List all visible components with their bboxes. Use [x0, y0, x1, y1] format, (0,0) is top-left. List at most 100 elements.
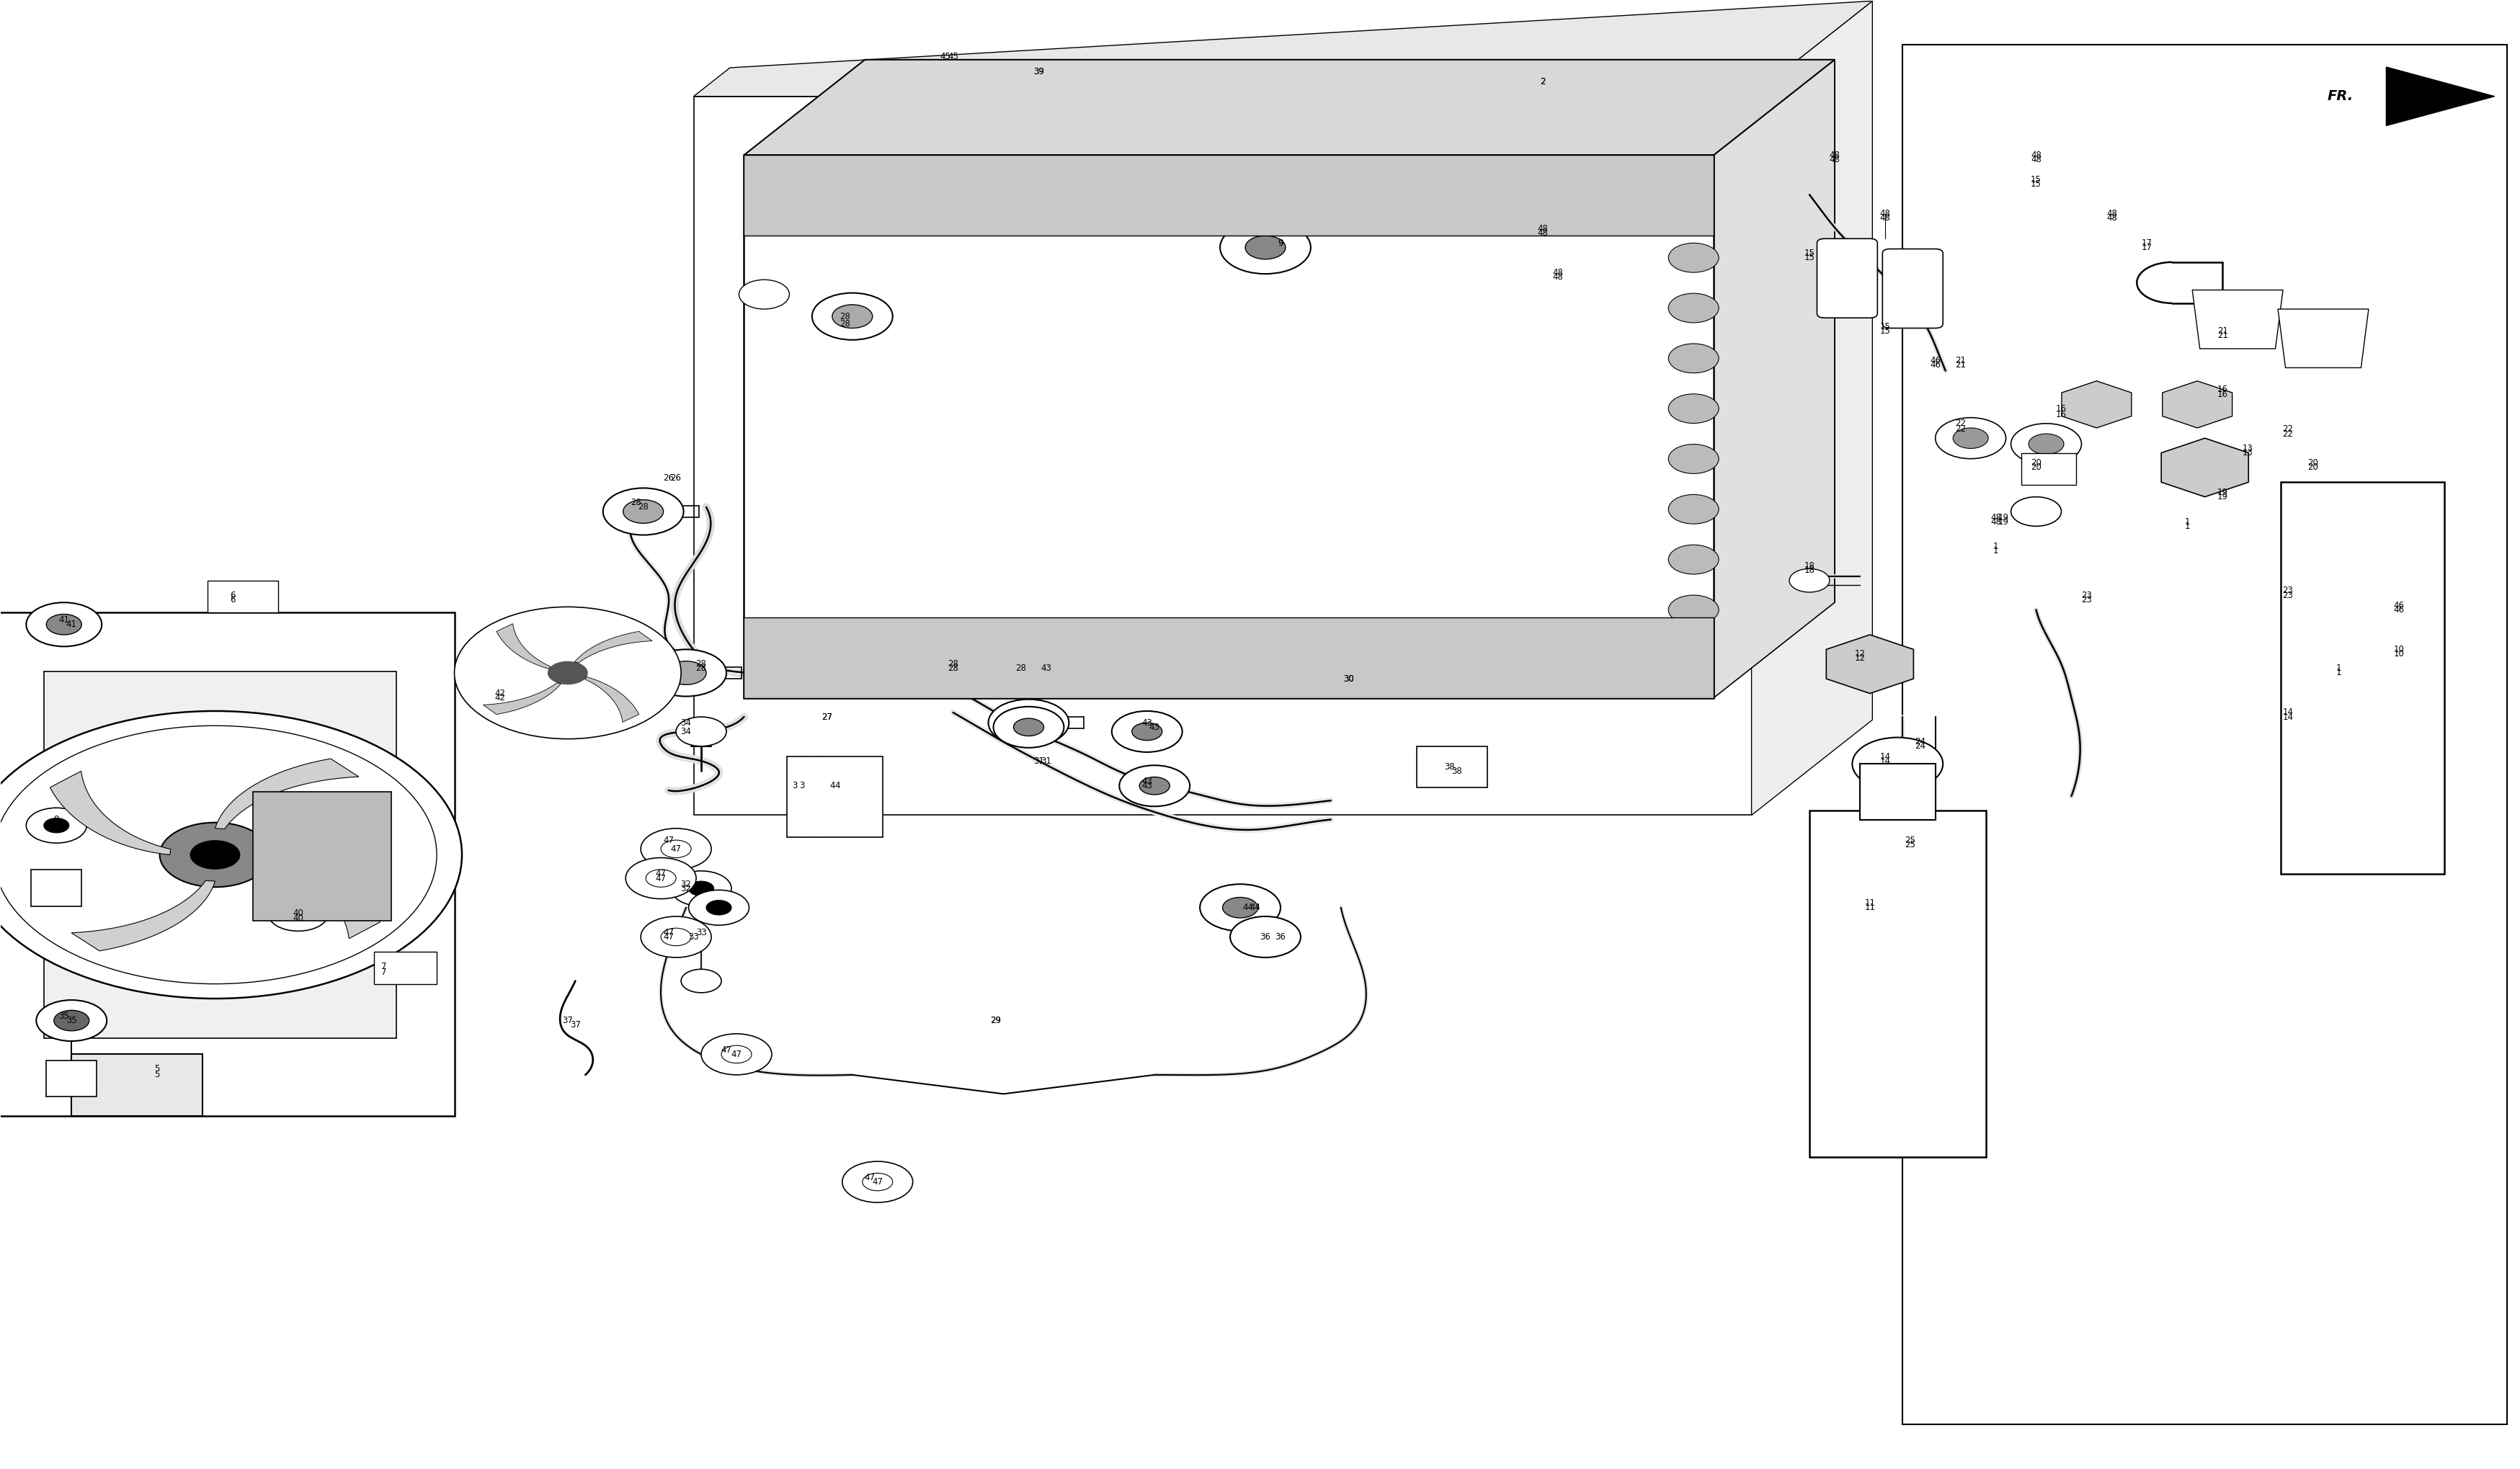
Text: 6: 6 — [229, 595, 234, 604]
Text: 15: 15 — [2031, 175, 2041, 185]
Text: 19: 19 — [1998, 517, 2008, 526]
Text: 20: 20 — [2031, 458, 2041, 467]
Polygon shape — [2061, 380, 2132, 427]
Text: 2: 2 — [1540, 76, 1545, 87]
Text: 19: 19 — [2218, 492, 2228, 501]
Text: 28: 28 — [630, 498, 640, 507]
Bar — [786, 757, 882, 837]
Circle shape — [761, 181, 801, 203]
Circle shape — [1401, 181, 1441, 203]
Text: 15: 15 — [1880, 322, 1890, 332]
Text: 31: 31 — [1033, 757, 1043, 765]
Circle shape — [0, 726, 436, 984]
Text: 45: 45 — [940, 51, 950, 62]
Bar — [373, 952, 436, 984]
Text: 28: 28 — [839, 311, 849, 322]
Circle shape — [922, 181, 963, 203]
Polygon shape — [2162, 380, 2233, 427]
Circle shape — [706, 900, 731, 915]
Text: 14: 14 — [1880, 752, 1890, 761]
Text: 47: 47 — [663, 836, 673, 845]
Text: 2: 2 — [1540, 76, 1545, 87]
Circle shape — [1348, 181, 1389, 203]
Circle shape — [1668, 181, 1709, 203]
Circle shape — [640, 917, 711, 958]
Text: 16: 16 — [2056, 404, 2066, 413]
Text: 46: 46 — [2391, 601, 2404, 610]
Text: 15: 15 — [1804, 248, 1814, 259]
Text: 42: 42 — [494, 693, 504, 702]
Text: 20: 20 — [2308, 458, 2318, 467]
Polygon shape — [2278, 308, 2369, 367]
Circle shape — [701, 1034, 771, 1075]
Text: 18: 18 — [1804, 561, 1814, 570]
Circle shape — [1013, 718, 1043, 736]
Bar — [743, 156, 1714, 698]
Circle shape — [547, 661, 587, 685]
Text: 35: 35 — [58, 1012, 68, 1021]
Text: 25: 25 — [1905, 840, 1915, 849]
Circle shape — [602, 488, 683, 535]
Circle shape — [1295, 181, 1336, 203]
Text: 12: 12 — [1855, 654, 1865, 663]
Text: 25: 25 — [1905, 836, 1915, 845]
Text: 47: 47 — [663, 933, 673, 942]
Text: 8: 8 — [53, 815, 58, 824]
Circle shape — [25, 602, 101, 646]
Circle shape — [680, 970, 721, 993]
Text: 13: 13 — [2243, 448, 2253, 457]
Text: 11: 11 — [1865, 899, 1875, 908]
Text: 46: 46 — [1930, 355, 1940, 366]
Text: 28: 28 — [948, 660, 958, 668]
Circle shape — [665, 661, 706, 685]
Bar — [1903, 46, 2507, 1423]
Polygon shape — [260, 855, 381, 939]
Circle shape — [1668, 294, 1719, 323]
Circle shape — [645, 870, 675, 887]
Text: 3: 3 — [799, 782, 804, 790]
Circle shape — [1668, 545, 1719, 574]
Text: 5: 5 — [154, 1069, 159, 1080]
Text: 28: 28 — [696, 664, 706, 673]
Circle shape — [688, 890, 748, 925]
Polygon shape — [50, 771, 171, 855]
Text: 37: 37 — [570, 1021, 580, 1030]
Text: 39: 39 — [1033, 66, 1043, 76]
Text: 45: 45 — [948, 51, 958, 62]
Text: 47: 47 — [872, 1177, 882, 1187]
Circle shape — [660, 928, 690, 946]
Text: 48: 48 — [2031, 150, 2041, 160]
Text: 48: 48 — [1552, 267, 1562, 278]
Circle shape — [688, 881, 713, 896]
Polygon shape — [214, 758, 358, 829]
Circle shape — [721, 1046, 751, 1064]
Text: 18: 18 — [1804, 566, 1814, 574]
Circle shape — [267, 896, 328, 931]
Text: 28: 28 — [1016, 664, 1026, 673]
Circle shape — [1426, 752, 1477, 782]
Text: 36: 36 — [1275, 933, 1285, 942]
Text: 24: 24 — [1915, 742, 1925, 751]
Text: 47: 47 — [670, 845, 680, 853]
Circle shape — [993, 707, 1063, 748]
Circle shape — [1200, 884, 1280, 931]
Text: 15: 15 — [1804, 253, 1814, 263]
Text: 23: 23 — [2283, 586, 2293, 595]
Circle shape — [622, 499, 663, 523]
Bar — [743, 617, 1714, 698]
Text: 21: 21 — [1956, 355, 1966, 366]
Text: 28: 28 — [696, 660, 706, 668]
Circle shape — [1220, 220, 1310, 273]
Text: 30: 30 — [1343, 674, 1353, 683]
Text: 22: 22 — [1956, 425, 1966, 433]
Circle shape — [35, 1000, 106, 1042]
Polygon shape — [585, 677, 638, 723]
Text: 1: 1 — [2336, 664, 2341, 673]
Circle shape — [1668, 344, 1719, 373]
Circle shape — [2076, 392, 2117, 416]
Text: 48: 48 — [1991, 513, 2001, 521]
Text: 22: 22 — [2283, 425, 2293, 433]
Text: 23: 23 — [2283, 591, 2293, 599]
Text: 32: 32 — [680, 880, 690, 889]
Text: 48: 48 — [2107, 209, 2117, 219]
